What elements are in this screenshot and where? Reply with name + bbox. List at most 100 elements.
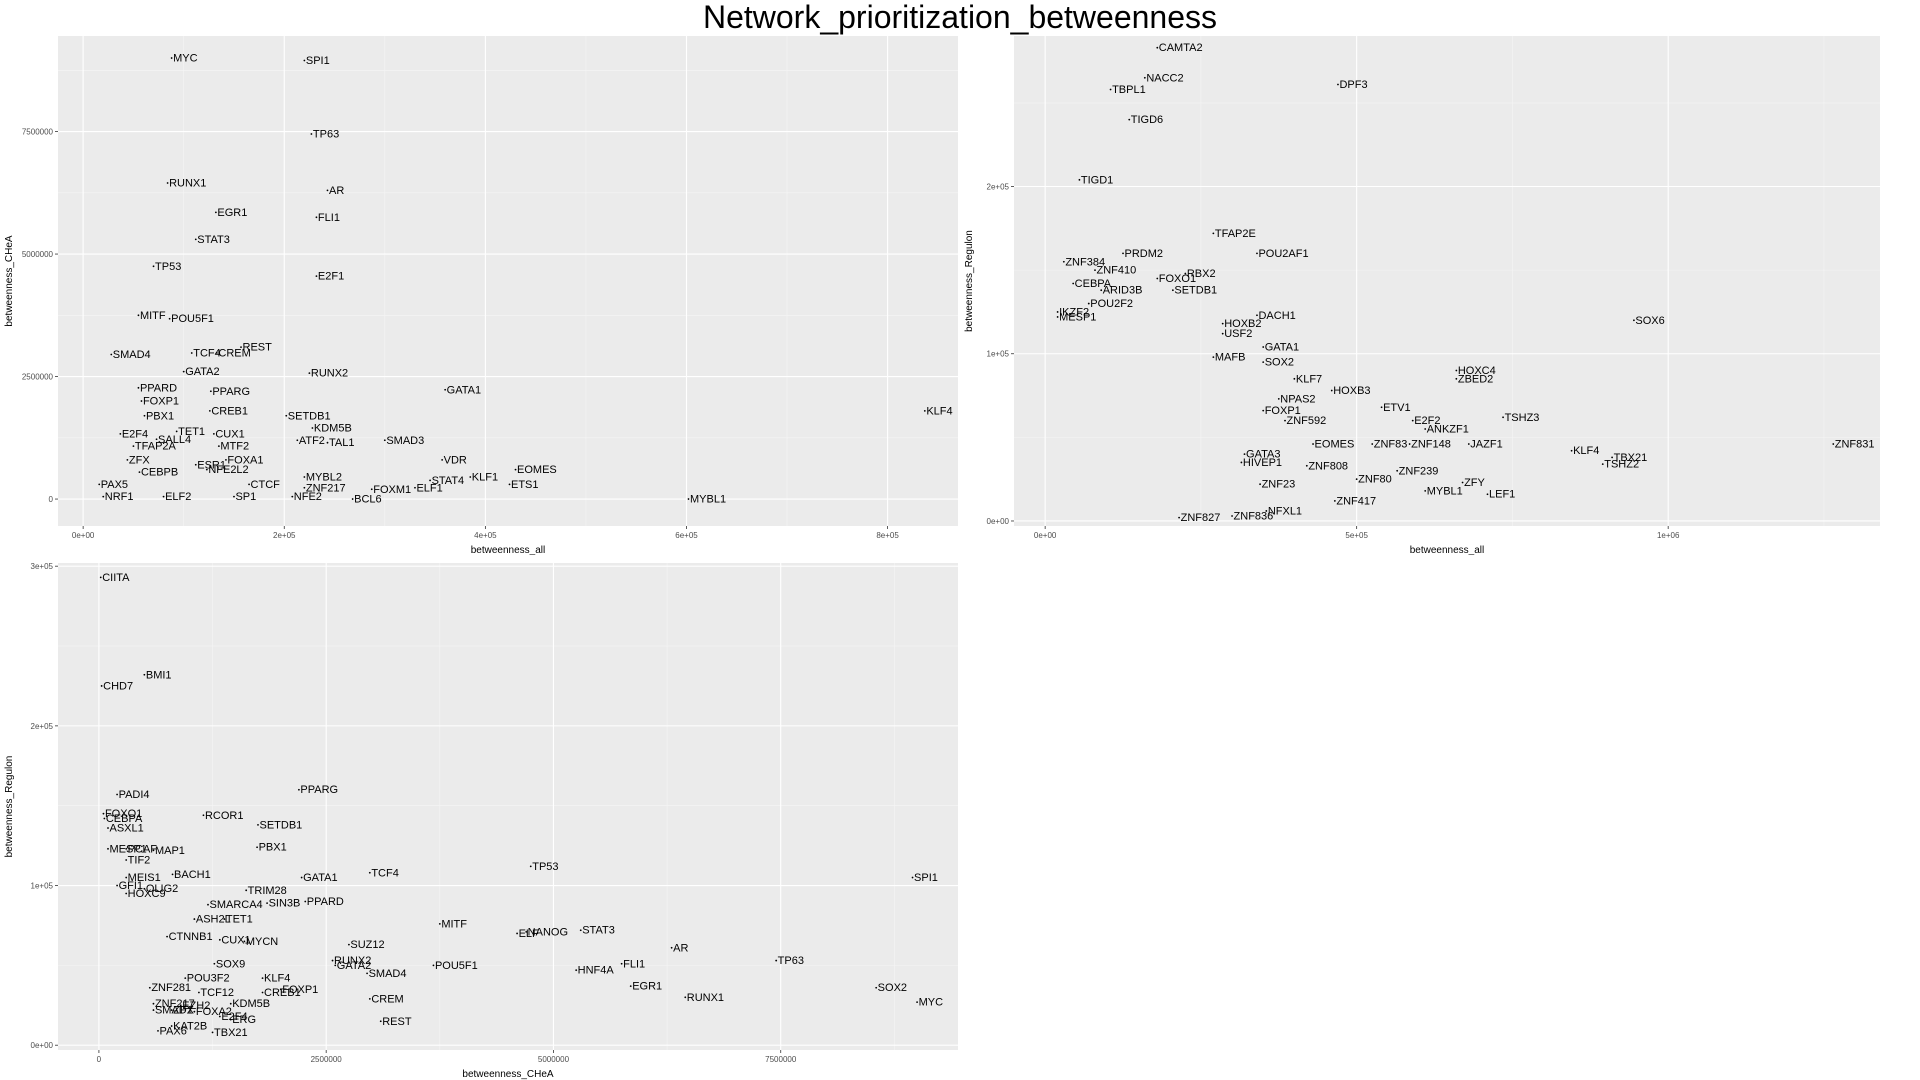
point-label: GFI1 <box>119 880 143 892</box>
point-label: SMARCA4 <box>210 899 263 911</box>
data-point <box>315 216 318 219</box>
point-label: KLF7 <box>1296 373 1322 385</box>
x-tick-label: 4e+05 <box>474 531 497 540</box>
data-point <box>119 432 122 435</box>
point-label: TIGD6 <box>1131 114 1163 126</box>
point-label: POU2AF1 <box>1258 248 1308 260</box>
data-point <box>351 498 354 500</box>
x-tick-label: 0 <box>97 1055 102 1064</box>
data-point <box>218 1015 221 1018</box>
data-point <box>1243 453 1246 455</box>
data-point <box>152 849 155 852</box>
data-point <box>171 873 174 876</box>
data-point <box>1467 443 1470 445</box>
point-label: HIVEP1 <box>1243 457 1282 469</box>
point-label: RUNX1 <box>169 178 206 190</box>
y-tick-label: 1e+05 <box>987 350 1010 359</box>
x-tick-label: 7500000 <box>765 1055 797 1064</box>
point-label: ZNF417 <box>1336 495 1376 507</box>
data-point <box>1262 409 1265 412</box>
point-label: ESR1 <box>197 459 226 471</box>
point-label: BACH1 <box>174 869 211 881</box>
data-point <box>152 1009 155 1011</box>
point-label: TSHZ2 <box>1604 459 1639 471</box>
data-point <box>211 1031 214 1034</box>
data-point <box>1231 515 1233 517</box>
point-label: SUZ12 <box>350 939 384 951</box>
point-label: MEIS1 <box>128 872 161 884</box>
data-point <box>207 903 209 906</box>
y-tick-label: 7500000 <box>22 128 54 137</box>
data-point <box>429 479 431 482</box>
data-point <box>1184 272 1187 275</box>
point-label: PADI4 <box>119 789 150 801</box>
point-label: SETDB1 <box>1174 285 1217 297</box>
data-point <box>140 400 143 402</box>
point-label: E2F1 <box>318 271 344 283</box>
point-label: SOX6 <box>1635 315 1664 327</box>
data-point <box>256 846 258 849</box>
data-point <box>1570 449 1573 452</box>
data-point <box>182 370 185 373</box>
data-point <box>125 847 128 850</box>
x-tick-label: 5e+05 <box>1345 531 1368 540</box>
data-point <box>1143 76 1146 79</box>
data-point <box>1380 406 1383 409</box>
data-point <box>303 486 306 489</box>
plot-panel <box>58 36 958 526</box>
point-label: TIGD1 <box>1081 174 1113 186</box>
point-label: FOXM1 <box>373 484 411 496</box>
x-tick-label: 1e+06 <box>1657 531 1680 540</box>
point-label: HOXC4 <box>1458 365 1496 377</box>
point-label: SMAD3 <box>386 435 424 447</box>
point-label: FOXA1 <box>227 454 263 466</box>
y-tick-label: 2e+05 <box>31 722 54 731</box>
data-point <box>1256 252 1258 255</box>
point-label: ZNF410 <box>1096 265 1136 277</box>
data-point <box>432 964 435 967</box>
data-point <box>620 962 623 965</box>
data-point <box>1461 481 1464 484</box>
point-label: PAX5 <box>101 479 128 491</box>
point-label: PPARG <box>300 784 338 796</box>
point-label: ELF <box>519 928 539 940</box>
point-label: NRF1 <box>105 491 134 503</box>
y-axis-label: betweenness_CHeA <box>4 235 15 326</box>
data-point <box>229 1002 232 1005</box>
y-axis-label: betweenness_Regulon <box>964 230 975 332</box>
point-label: PPARD <box>307 896 344 908</box>
point-label: HNF4A <box>578 965 615 977</box>
data-point <box>285 414 288 417</box>
point-label: STAT3 <box>582 925 615 937</box>
point-label: KLF4 <box>926 405 952 417</box>
point-label: RBX2 <box>1187 268 1216 280</box>
data-point <box>1171 289 1174 292</box>
data-point <box>1832 443 1835 445</box>
y-axis-label: betweenness_Regulon <box>4 756 15 858</box>
point-label: FOXO1 <box>105 808 142 820</box>
data-point <box>1455 377 1458 380</box>
point-label: ZNF827 <box>1181 512 1221 524</box>
point-label: ZNF836 <box>1234 510 1274 522</box>
point-label: PBX1 <box>146 410 174 422</box>
x-tick-label: 2e+05 <box>273 531 296 540</box>
data-point <box>1371 443 1374 445</box>
point-label: SALL4 <box>158 434 191 446</box>
data-point <box>516 932 518 935</box>
point-label: SOX9 <box>216 958 245 970</box>
data-point <box>102 812 105 815</box>
point-label: ELF2 <box>165 491 191 503</box>
point-label: RUNX2 <box>311 368 348 380</box>
data-point <box>383 439 386 442</box>
data-point <box>170 57 173 59</box>
point-label: ELF1 <box>416 482 442 494</box>
point-label: FOXP1 <box>282 984 318 996</box>
y-tick-label: 2500000 <box>22 373 54 382</box>
point-label: POU2F2 <box>1090 298 1133 310</box>
data-point <box>209 390 212 393</box>
data-point <box>469 476 472 478</box>
point-label: ZNF239 <box>1399 465 1439 477</box>
point-label: TET1 <box>178 426 205 438</box>
data-point <box>1100 289 1103 292</box>
point-label: TRIM28 <box>248 885 287 897</box>
